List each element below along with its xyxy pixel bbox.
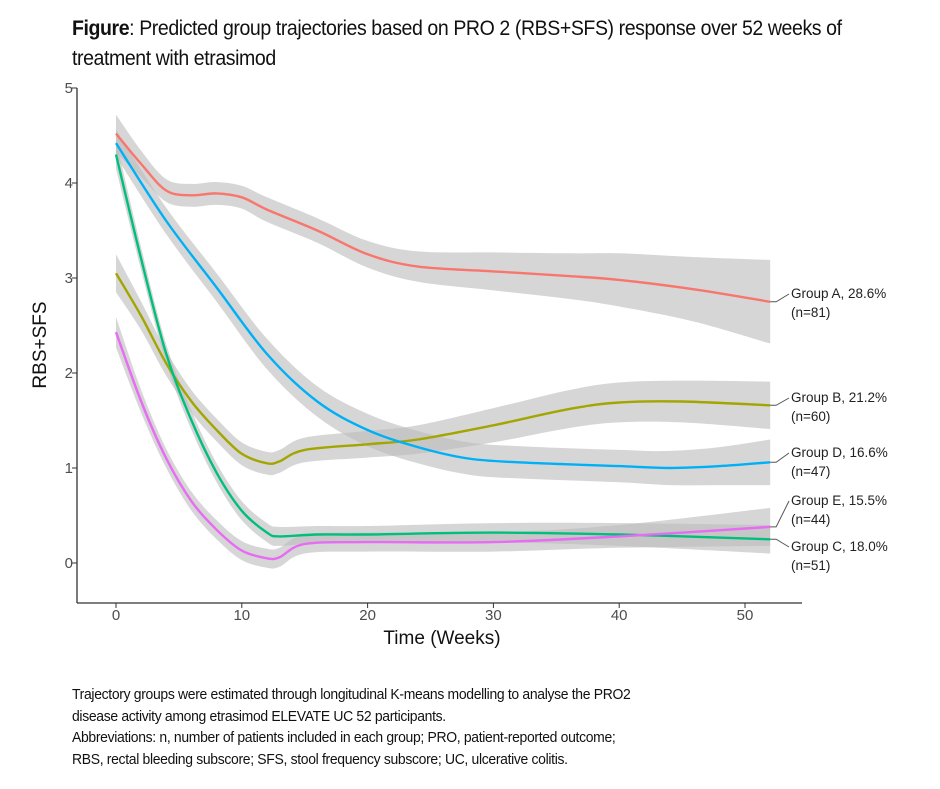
- trajectory-line: [114, 272, 771, 466]
- label-leader-line: [770, 500, 790, 528]
- x-tick-label: 0: [112, 607, 120, 624]
- figure-title-text: : Predicted group trajectories based on …: [72, 17, 842, 70]
- y-tick-label: 3: [65, 270, 73, 287]
- y-tick-label: 1: [65, 460, 73, 477]
- label-leader-line: [770, 538, 790, 548]
- trajectory-line: [114, 331, 771, 561]
- figure-label: Figure: [72, 17, 130, 40]
- group-n-label: (n=60): [791, 409, 830, 424]
- group-label: Group D, 16.6%: [791, 445, 888, 460]
- label-leader-line: [770, 293, 790, 303]
- confidence-band: [116, 114, 771, 344]
- footnote-line: RBS, rectal bleeding subscore; SFS, stoo…: [72, 750, 568, 768]
- figure-title: Figure: Predicted group trajectories bas…: [72, 14, 890, 74]
- y-axis-label: RBS+SFS: [30, 301, 51, 388]
- x-tick-label: 30: [485, 607, 502, 624]
- x-tick-label: 10: [233, 607, 250, 624]
- group-n-label: (n=44): [791, 512, 830, 527]
- trajectory-lines: [114, 132, 771, 561]
- x-tick-label: 50: [737, 607, 754, 624]
- trajectory-line: [114, 142, 771, 470]
- group-label: Group E, 15.5%: [791, 493, 887, 508]
- group-label: Group C, 18.0%: [791, 539, 888, 554]
- label-leader-line: [770, 452, 790, 463]
- footnote-line: disease activity among etrasimod ELEVATE…: [72, 707, 446, 725]
- group-label: Group B, 21.2%: [791, 390, 887, 405]
- trajectory-line: [114, 154, 771, 541]
- x-tick-label: 20: [359, 607, 376, 624]
- confidence-band: [116, 254, 771, 476]
- footnote: Trajectory groups were estimated through…: [72, 684, 890, 770]
- y-tick-label: 4: [65, 175, 73, 192]
- footnote-line: Abbreviations: n, number of patients inc…: [72, 729, 616, 746]
- label-leader-line: [770, 397, 790, 406]
- y-tick-label: 2: [65, 365, 73, 382]
- confidence-bands: [116, 114, 771, 569]
- y-tick-label: 5: [65, 80, 73, 97]
- x-axis-label: Time (Weeks): [383, 628, 500, 649]
- confidence-band: [116, 316, 771, 569]
- group-n-label: (n=47): [791, 464, 830, 479]
- group-label: Group A, 28.6%: [791, 286, 886, 301]
- y-tick-label: 0: [65, 555, 73, 572]
- x-tick-label: 40: [611, 607, 628, 624]
- group-n-label: (n=51): [791, 558, 830, 573]
- trajectory-line: [115, 132, 771, 303]
- footnote-line: Trajectory groups were estimated through…: [72, 686, 631, 703]
- axes: [76, 88, 802, 604]
- group-n-label: (n=81): [791, 305, 830, 320]
- confidence-band: [116, 129, 771, 486]
